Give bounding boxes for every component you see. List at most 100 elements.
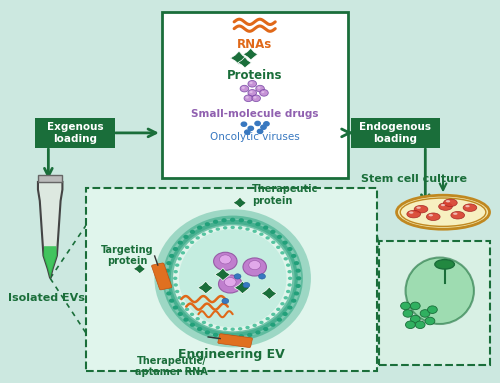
Polygon shape bbox=[234, 281, 250, 294]
Circle shape bbox=[208, 229, 213, 233]
Circle shape bbox=[220, 255, 231, 264]
Ellipse shape bbox=[453, 213, 458, 215]
Circle shape bbox=[256, 85, 264, 92]
Circle shape bbox=[202, 232, 206, 236]
Circle shape bbox=[180, 302, 185, 306]
FancyBboxPatch shape bbox=[38, 175, 62, 182]
Ellipse shape bbox=[463, 204, 477, 211]
Circle shape bbox=[406, 321, 415, 329]
Circle shape bbox=[247, 333, 252, 337]
Circle shape bbox=[230, 226, 235, 229]
Polygon shape bbox=[238, 57, 252, 68]
Circle shape bbox=[248, 90, 256, 96]
Circle shape bbox=[244, 130, 250, 134]
Circle shape bbox=[286, 264, 290, 267]
Circle shape bbox=[252, 95, 260, 101]
Circle shape bbox=[243, 283, 250, 288]
Circle shape bbox=[261, 125, 266, 129]
FancyBboxPatch shape bbox=[152, 263, 172, 290]
Circle shape bbox=[214, 252, 237, 270]
Circle shape bbox=[258, 274, 266, 279]
Circle shape bbox=[204, 330, 210, 334]
Text: Oncolytic viruses: Oncolytic viruses bbox=[210, 132, 300, 142]
Circle shape bbox=[238, 334, 244, 339]
Circle shape bbox=[258, 129, 263, 133]
Circle shape bbox=[266, 236, 270, 240]
Circle shape bbox=[282, 312, 288, 316]
Circle shape bbox=[250, 91, 252, 93]
Circle shape bbox=[263, 226, 268, 230]
Circle shape bbox=[178, 257, 182, 260]
FancyBboxPatch shape bbox=[218, 334, 252, 347]
Circle shape bbox=[246, 326, 250, 329]
Text: Exgenous
loading: Exgenous loading bbox=[46, 122, 103, 144]
Circle shape bbox=[213, 220, 218, 224]
Text: Endogenous
loading: Endogenous loading bbox=[360, 122, 432, 144]
Ellipse shape bbox=[451, 211, 464, 219]
Text: RNAs: RNAs bbox=[237, 38, 272, 51]
Circle shape bbox=[296, 284, 301, 288]
Circle shape bbox=[166, 261, 172, 265]
Circle shape bbox=[270, 230, 276, 234]
Circle shape bbox=[238, 218, 244, 223]
Circle shape bbox=[175, 264, 180, 267]
Text: Engineering EV: Engineering EV bbox=[178, 348, 285, 361]
Circle shape bbox=[420, 310, 430, 317]
FancyBboxPatch shape bbox=[86, 188, 377, 371]
Circle shape bbox=[173, 277, 178, 280]
Text: Targeting
protein: Targeting protein bbox=[101, 245, 154, 267]
Circle shape bbox=[263, 327, 268, 331]
Circle shape bbox=[230, 218, 235, 222]
Circle shape bbox=[248, 80, 256, 87]
Circle shape bbox=[178, 241, 183, 245]
Polygon shape bbox=[262, 287, 276, 300]
Ellipse shape bbox=[406, 257, 474, 324]
Circle shape bbox=[169, 254, 174, 258]
Circle shape bbox=[202, 321, 206, 324]
Circle shape bbox=[287, 247, 292, 251]
Polygon shape bbox=[215, 268, 230, 280]
Circle shape bbox=[400, 302, 410, 310]
Circle shape bbox=[250, 82, 252, 84]
Circle shape bbox=[242, 87, 245, 89]
Circle shape bbox=[230, 327, 235, 331]
Circle shape bbox=[244, 95, 252, 101]
Circle shape bbox=[294, 261, 299, 265]
Polygon shape bbox=[38, 182, 62, 278]
FancyBboxPatch shape bbox=[350, 118, 440, 147]
Circle shape bbox=[248, 126, 254, 131]
Circle shape bbox=[173, 306, 178, 310]
Text: Therapeutic
protein: Therapeutic protein bbox=[252, 184, 318, 206]
Circle shape bbox=[280, 302, 284, 306]
Circle shape bbox=[249, 260, 260, 270]
Circle shape bbox=[291, 254, 296, 258]
Circle shape bbox=[197, 327, 202, 331]
Polygon shape bbox=[134, 264, 145, 273]
Circle shape bbox=[266, 317, 270, 321]
Circle shape bbox=[255, 121, 260, 126]
Circle shape bbox=[256, 330, 260, 334]
Circle shape bbox=[238, 226, 242, 229]
Circle shape bbox=[271, 241, 276, 244]
Ellipse shape bbox=[446, 200, 450, 202]
Circle shape bbox=[260, 90, 268, 96]
Text: Stem cell culture: Stem cell culture bbox=[360, 174, 467, 184]
Circle shape bbox=[258, 87, 260, 89]
Circle shape bbox=[246, 228, 250, 231]
Circle shape bbox=[190, 230, 195, 234]
Circle shape bbox=[166, 291, 172, 296]
Circle shape bbox=[222, 218, 226, 223]
Ellipse shape bbox=[407, 210, 420, 218]
Polygon shape bbox=[233, 197, 246, 208]
Circle shape bbox=[294, 291, 299, 296]
Circle shape bbox=[291, 299, 296, 303]
Circle shape bbox=[234, 274, 241, 279]
Circle shape bbox=[264, 122, 269, 126]
Circle shape bbox=[276, 246, 280, 249]
Circle shape bbox=[197, 226, 202, 230]
Circle shape bbox=[261, 91, 264, 93]
Circle shape bbox=[252, 229, 257, 233]
Circle shape bbox=[185, 246, 190, 249]
Ellipse shape bbox=[426, 213, 440, 221]
Circle shape bbox=[175, 290, 180, 293]
